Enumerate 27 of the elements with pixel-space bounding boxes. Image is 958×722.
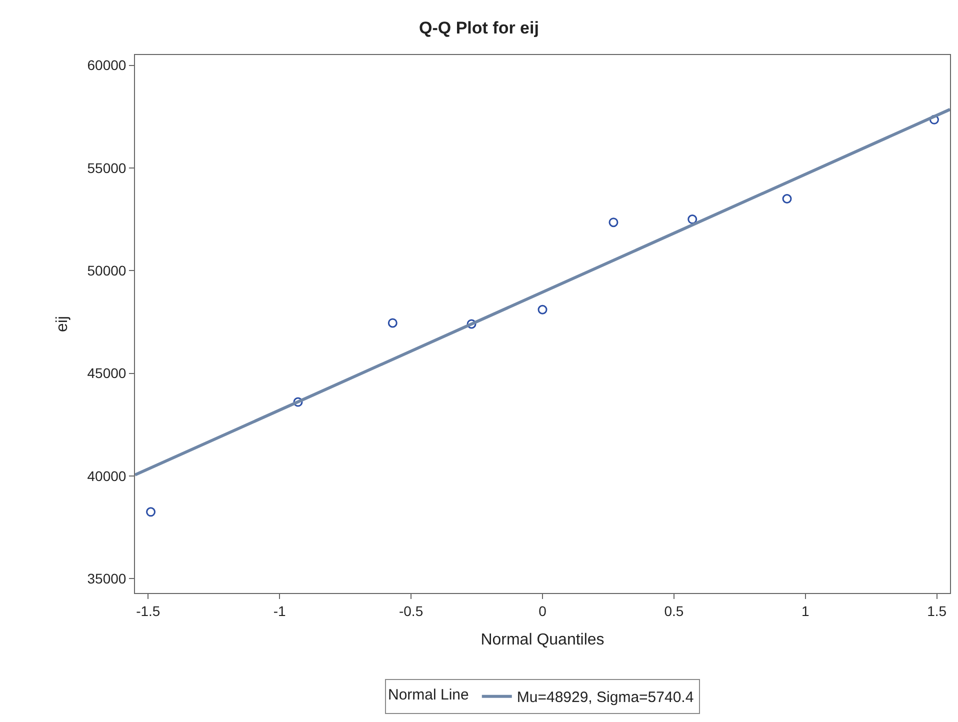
x-tick-label: 0 <box>538 602 547 619</box>
legend-label: Mu=48929, Sigma=5740.4 <box>516 689 694 706</box>
x-axis-title: Normal Quantiles <box>480 632 604 648</box>
point <box>146 507 156 517</box>
point <box>466 319 476 329</box>
x-tick-label: -1 <box>273 602 286 619</box>
x-tick-label: -1.5 <box>136 602 160 619</box>
x-tick-label: 0.5 <box>664 602 684 619</box>
point <box>608 218 618 228</box>
chart-title: Q-Q Plot for eij <box>419 18 539 38</box>
x-tick-label: 1 <box>802 602 810 619</box>
x-tick-label: 1.5 <box>927 602 947 619</box>
point <box>929 114 939 124</box>
x-tick-label: -0.5 <box>398 602 424 619</box>
y-tick-label: 35000 <box>87 570 126 587</box>
y-tick-label: 45000 <box>87 365 126 382</box>
y-tick-label: 60000 <box>87 57 126 74</box>
point <box>293 397 303 407</box>
point <box>688 214 698 224</box>
y-tick-label: 55000 <box>87 160 126 176</box>
y-tick-label: 40000 <box>87 468 126 484</box>
y-tick-label: 50000 <box>87 262 126 279</box>
point <box>538 304 548 314</box>
point <box>388 318 398 328</box>
y-axis-title: eij <box>54 316 72 332</box>
point <box>782 194 792 204</box>
legend-title: Normal Line <box>388 686 469 704</box>
